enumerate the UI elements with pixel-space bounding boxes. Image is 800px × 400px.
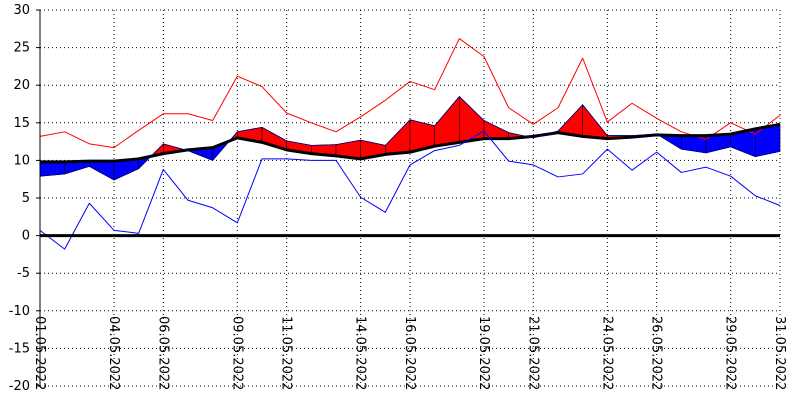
y-tick-label: 5 [22,191,30,206]
x-tick-label: 19.05.2022 [476,316,491,390]
mean-temperature-line [39,96,781,181]
deviation-fill [89,160,115,181]
x-tick-label: 16.05.2022 [402,316,417,390]
x-tick-label: 26.05.2022 [649,316,664,390]
y-tick-label: -15 [9,341,30,356]
y-tick-label: 10 [13,153,30,168]
y-tick-label: 20 [13,78,30,93]
x-tick-label: 14.05.2022 [353,316,368,390]
min-temperature-line [39,130,781,250]
y-tick-label: 0 [22,229,30,244]
x-tick-label: 09.05.2022 [229,316,244,390]
y-tick-label: -5 [17,266,30,281]
deviation-fills [39,95,781,181]
x-tick-label: 06.05.2022 [155,316,170,390]
x-tick-label: 29.05.2022 [723,316,738,390]
y-tick-labels: 30 25 20 15 10 5 0 -5 -10 -15 -20 [9,3,30,394]
max-temperature-line [39,38,781,149]
y-tick-label: 30 [13,3,30,18]
x-tick-label: 31.05.2022 [772,316,787,390]
x-tick-label: 21.05.2022 [525,316,540,390]
y-tick-label: 15 [13,116,30,131]
deviation-fill [385,119,411,155]
axes [36,9,780,387]
y-tick-label: -10 [9,304,30,319]
normal-temperature-line [40,122,781,164]
x-tick-label: 11.05.2022 [279,316,294,390]
deviation-fill [557,103,583,137]
x-tick-labels: 01.05.2022 04.05.2022 06.05.2022 09.05.2022… [32,316,787,390]
x-tick-label: 04.05.2022 [106,316,121,390]
x-tick-label: 01.05.2022 [32,316,47,390]
x-tick-label: 24.05.2022 [599,316,614,390]
y-tick-label: -20 [9,379,30,394]
deviation-fill [459,95,485,143]
series-lines [39,38,781,250]
y-tick-label: 25 [13,41,30,56]
